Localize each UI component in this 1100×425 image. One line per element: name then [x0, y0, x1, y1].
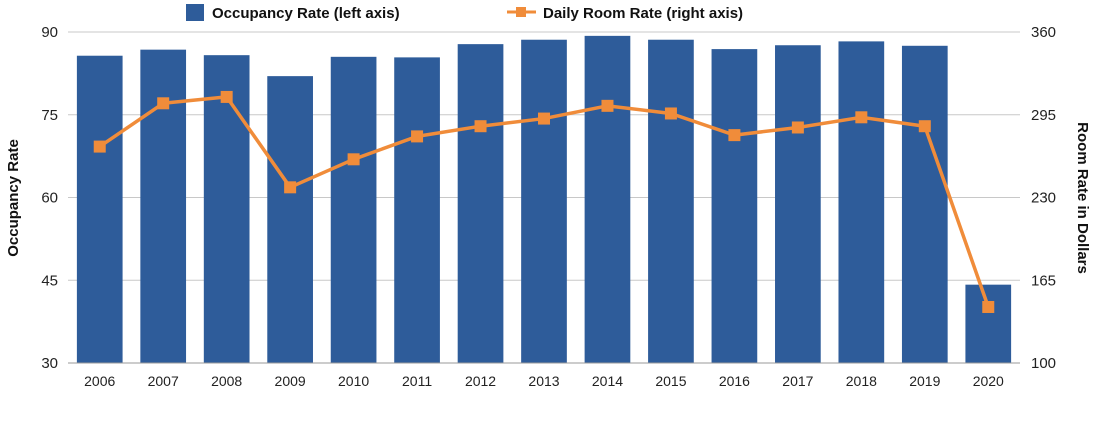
- room-rate-point: [93, 140, 106, 153]
- x-tick-label: 2007: [148, 373, 179, 389]
- right-tick-label: 165: [1031, 272, 1056, 289]
- room-rate-point: [791, 121, 804, 134]
- occupancy-bar: [521, 39, 567, 364]
- x-tick-label: 2013: [528, 373, 559, 389]
- room-rate-point: [284, 181, 297, 194]
- left-tick-label: 90: [41, 24, 58, 41]
- occupancy-bar: [394, 57, 440, 363]
- occupancy-bar: [76, 55, 123, 363]
- x-tick-label: 2012: [465, 373, 496, 389]
- right-axis-ticks: 100 165 230 295 360: [1031, 24, 1056, 372]
- room-rate-point: [728, 129, 741, 142]
- room-rate-point: [601, 99, 614, 112]
- x-axis-ticks: 2006 2007 2008 2009 2010 2011 2012 2013 2014 2015…: [84, 373, 1004, 389]
- left-axis-ticks: 30 45 60 75 90: [41, 24, 58, 372]
- x-tick-label: 2018: [846, 373, 877, 389]
- left-tick-label: 60: [41, 190, 58, 207]
- x-tick-label: 2014: [592, 373, 623, 389]
- right-tick-label: 360: [1031, 24, 1056, 41]
- occupancy-bar: [584, 35, 631, 364]
- room-rate-point: [157, 97, 170, 110]
- occupancy-bar: [457, 44, 504, 364]
- y-axis-title-right: Room Rate in Dollars: [1074, 122, 1091, 274]
- occupancy-bar: [330, 56, 377, 363]
- legend-swatch-occupancy: [186, 4, 204, 21]
- legend-swatch-room-rate-marker: [516, 7, 526, 17]
- x-tick-label: 2011: [402, 373, 432, 389]
- x-tick-label: 2016: [719, 373, 750, 389]
- room-rate-point: [855, 111, 868, 124]
- legend-label-occupancy: Occupancy Rate (left axis): [212, 5, 400, 22]
- occupancy-bar: [648, 39, 694, 364]
- legend: Occupancy Rate (left axis) Daily Room Ra…: [186, 4, 743, 22]
- occupancy-bar: [711, 49, 758, 364]
- left-tick-label: 30: [41, 355, 58, 372]
- right-tick-label: 295: [1031, 107, 1056, 124]
- legend-label-room-rate: Daily Room Rate (right axis): [543, 5, 743, 22]
- right-tick-label: 230: [1031, 190, 1056, 207]
- occupancy-bar: [901, 45, 948, 364]
- x-tick-label: 2008: [211, 373, 242, 389]
- occupancy-bar: [965, 284, 1012, 363]
- room-rate-line: [93, 90, 995, 313]
- room-rate-point: [918, 120, 931, 133]
- occupancy-bar: [140, 49, 187, 364]
- left-tick-label: 45: [41, 272, 58, 289]
- y-axis-title-left: Occupancy Rate: [5, 139, 22, 257]
- left-tick-label: 75: [41, 107, 58, 124]
- x-tick-label: 2019: [909, 373, 940, 389]
- occupancy-bar: [203, 55, 250, 364]
- occupancy-bars: [76, 35, 1012, 364]
- room-rate-point: [982, 300, 995, 313]
- room-rate-point: [538, 112, 550, 125]
- x-tick-label: 2010: [338, 373, 369, 389]
- x-tick-label: 2015: [655, 373, 686, 389]
- room-rate-point: [220, 90, 233, 103]
- occupancy-bar: [267, 76, 313, 363]
- room-rate-point: [347, 153, 360, 166]
- occupancy-bar: [838, 41, 885, 364]
- x-tick-label: 2006: [84, 373, 115, 389]
- x-tick-label: 2017: [782, 373, 813, 389]
- right-tick-label: 100: [1031, 355, 1056, 372]
- occupancy-bar: [775, 45, 821, 364]
- x-tick-label: 2009: [275, 373, 306, 389]
- room-rate-point: [664, 107, 677, 120]
- room-rate-point: [474, 120, 487, 133]
- room-rate-point: [411, 130, 424, 143]
- x-tick-label: 2020: [973, 373, 1004, 389]
